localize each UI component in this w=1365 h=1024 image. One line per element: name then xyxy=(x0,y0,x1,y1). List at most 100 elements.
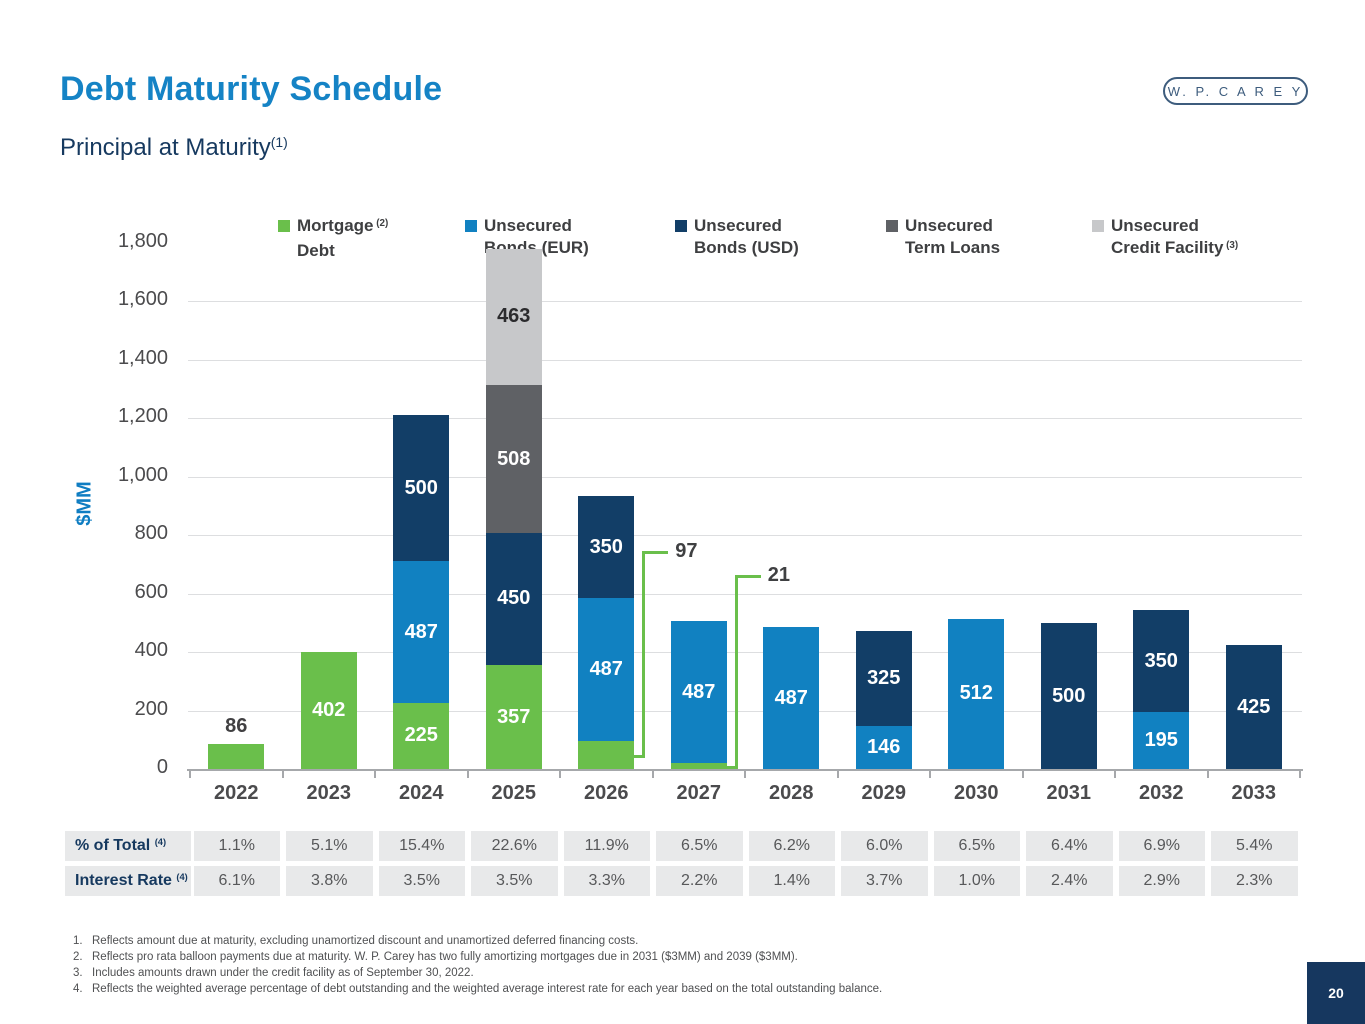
x-axis-category-label: 2023 xyxy=(306,782,352,804)
footnote-text: Reflects amount due at maturity, excludi… xyxy=(92,935,639,947)
table-cell-interest-rate-2033: 2.3% xyxy=(1211,866,1298,896)
table-cell-interest-rate-2022: 6.1% xyxy=(193,866,280,896)
x-axis-tick xyxy=(836,769,839,778)
y-axis-tick-label: 1,600 xyxy=(117,288,168,311)
legend-label-line1: Unsecured xyxy=(1111,216,1199,235)
callout-leader-line xyxy=(734,574,738,766)
footnote-2: 2. Reflects pro rata balloon payments due… xyxy=(73,949,1253,965)
legend-item-unsecured-credit-facility: Unsecured Credit Facility (3) xyxy=(1092,215,1238,262)
gridline xyxy=(188,301,1302,303)
table-cell-of-total-2023: 5.1% xyxy=(286,831,373,861)
bar-value-label: 325 xyxy=(867,667,901,690)
x-axis-category-label: 2022 xyxy=(214,782,259,804)
footnote-text: Includes amounts drawn under the credit … xyxy=(92,967,474,979)
legend-label-mortgage-debt: Mortgage (2) Debt xyxy=(297,215,388,262)
footnote-1: 1. Reflects amount due at maturity, exclu… xyxy=(73,933,1253,949)
gridline xyxy=(188,476,1302,478)
footnote-text: Reflects the weighted average percentage… xyxy=(92,983,883,995)
bar-segment-2027-mortgage-debt xyxy=(670,762,727,769)
table-cell-of-total-2027: 6.5% xyxy=(656,831,743,861)
bar-segment-2025-unsecured-term-loans xyxy=(485,384,542,534)
x-axis-tick xyxy=(374,769,376,778)
x-axis-category-label: 2030 xyxy=(954,782,999,804)
bar-segment-2026-unsecured-bonds-usd xyxy=(578,496,635,599)
y-axis-tick-label: 400 xyxy=(134,639,168,662)
y-axis-tick-label: 1,800 xyxy=(117,230,168,252)
gridline xyxy=(188,593,1302,595)
x-axis-tick xyxy=(929,769,931,778)
gridline xyxy=(188,535,1302,537)
footnote-text: Reflects pro rata balloon payments due a… xyxy=(92,951,798,963)
bar-segment-2025-mortgage-debt xyxy=(485,664,542,769)
legend-label-line2: Debt xyxy=(297,241,335,260)
x-axis-category-label: 2031 xyxy=(1046,782,1092,804)
gridline xyxy=(188,652,1302,654)
legend-label-unsecured-credit-facility: Unsecured Credit Facility (3) xyxy=(1111,215,1238,262)
gridline xyxy=(188,710,1302,712)
x-axis-tick xyxy=(1299,769,1301,778)
bar-value-label: 350 xyxy=(589,536,623,559)
footnotes: 1. Reflects amount due at maturity, exclu… xyxy=(73,933,1253,997)
bar-value-label: 500 xyxy=(404,476,438,499)
table-cell-of-total-2033: 5.4% xyxy=(1211,831,1298,861)
footnote-number: 2. xyxy=(73,951,83,963)
footnote-3: 3. Includes amounts drawn under the credi… xyxy=(73,965,1253,981)
y-axis-tick-label: 0 xyxy=(156,756,168,778)
table-cell-of-total-2028: 6.2% xyxy=(748,831,835,861)
table-cell-of-total-2030: 6.5% xyxy=(933,831,1020,861)
table-cell-of-total-2029: 6.0% xyxy=(841,831,928,861)
bar-segment-2023-mortgage-debt xyxy=(300,651,357,769)
table-cell-of-total-2026: 11.9% xyxy=(563,831,650,861)
table-cell-of-total-2022: 1.1% xyxy=(193,831,280,861)
bar-segment-2027-unsecured-bonds-eur xyxy=(670,620,727,763)
legend-swatch-unsecured-bonds-usd xyxy=(675,220,687,232)
table-cell-interest-rate-2026: 3.3% xyxy=(563,866,650,896)
table-cell-interest-rate-2032: 2.9% xyxy=(1118,866,1205,896)
bar-value-label: 225 xyxy=(404,724,438,747)
callout-leader-line xyxy=(642,551,646,755)
table-row-label-interest-rate: Interest Rate (4) xyxy=(65,866,191,896)
x-axis-category-label: 2032 xyxy=(1139,782,1184,804)
bar-segment-2028-unsecured-bonds-eur xyxy=(763,626,820,769)
x-axis-tick xyxy=(651,769,654,778)
legend-item-unsecured-term-loans: Unsecured Term Loans xyxy=(886,215,1000,259)
x-axis-category-label: 2025 xyxy=(491,782,537,804)
x-axis-category-label: 2028 xyxy=(769,782,814,804)
x-axis-tick xyxy=(281,769,284,778)
y-axis-tick-label: 1,000 xyxy=(117,463,168,486)
x-axis-tick xyxy=(744,769,746,778)
bar-segment-2022-mortgage-debt xyxy=(208,743,265,769)
bar-value-label: 425 xyxy=(1237,695,1271,718)
x-axis-tick xyxy=(189,769,191,778)
y-axis-tick-label: 600 xyxy=(134,580,168,603)
callout-leader-line xyxy=(632,754,646,758)
bar-segment-2024-mortgage-debt xyxy=(393,703,450,769)
bar-segment-2025-unsecured-bonds-usd xyxy=(485,533,542,665)
y-axis-tick-label: 1,200 xyxy=(117,405,168,428)
footnote-number: 3. xyxy=(73,967,83,979)
wp-carey-logo: W. P. C A R E Y xyxy=(1163,77,1308,105)
gridline xyxy=(188,418,1302,420)
legend-swatch-unsecured-bonds-eur xyxy=(465,220,477,232)
table-cell-interest-rate-2030: 1.0% xyxy=(933,866,1020,896)
table-cell-of-total-2031: 6.4% xyxy=(1026,831,1113,861)
table-cell-of-total-2032: 6.9% xyxy=(1118,831,1205,861)
legend-swatch-unsecured-credit-facility xyxy=(1092,220,1104,232)
bar-segment-2031-unsecured-bonds-usd xyxy=(1040,622,1097,769)
legend-swatch-mortgage-debt xyxy=(278,220,290,232)
x-axis-category-label: 2026 xyxy=(584,782,629,804)
footnote-number: 4. xyxy=(73,983,83,995)
table-cell-of-total-2024: 15.4% xyxy=(378,831,465,861)
page-title: Debt Maturity Schedule xyxy=(60,70,443,108)
bar-segment-2024-unsecured-bonds-usd xyxy=(393,414,450,561)
table-cell-interest-rate-2024: 3.5% xyxy=(378,866,465,896)
table-row-label-of-total: % of Total (4) xyxy=(65,831,191,861)
bar-segment-2030-unsecured-bonds-eur xyxy=(948,619,1005,769)
legend-label-line1: Unsecured xyxy=(905,216,993,235)
legend-label-line1: Unsecured xyxy=(484,216,572,235)
legend-label-line2: Credit Facility (3) xyxy=(1111,238,1239,257)
x-axis-tick xyxy=(1206,769,1209,778)
table-cell-interest-rate-2025: 3.5% xyxy=(471,866,558,896)
footnote-4: 4. Reflects the weighted average percenta… xyxy=(73,981,1253,997)
